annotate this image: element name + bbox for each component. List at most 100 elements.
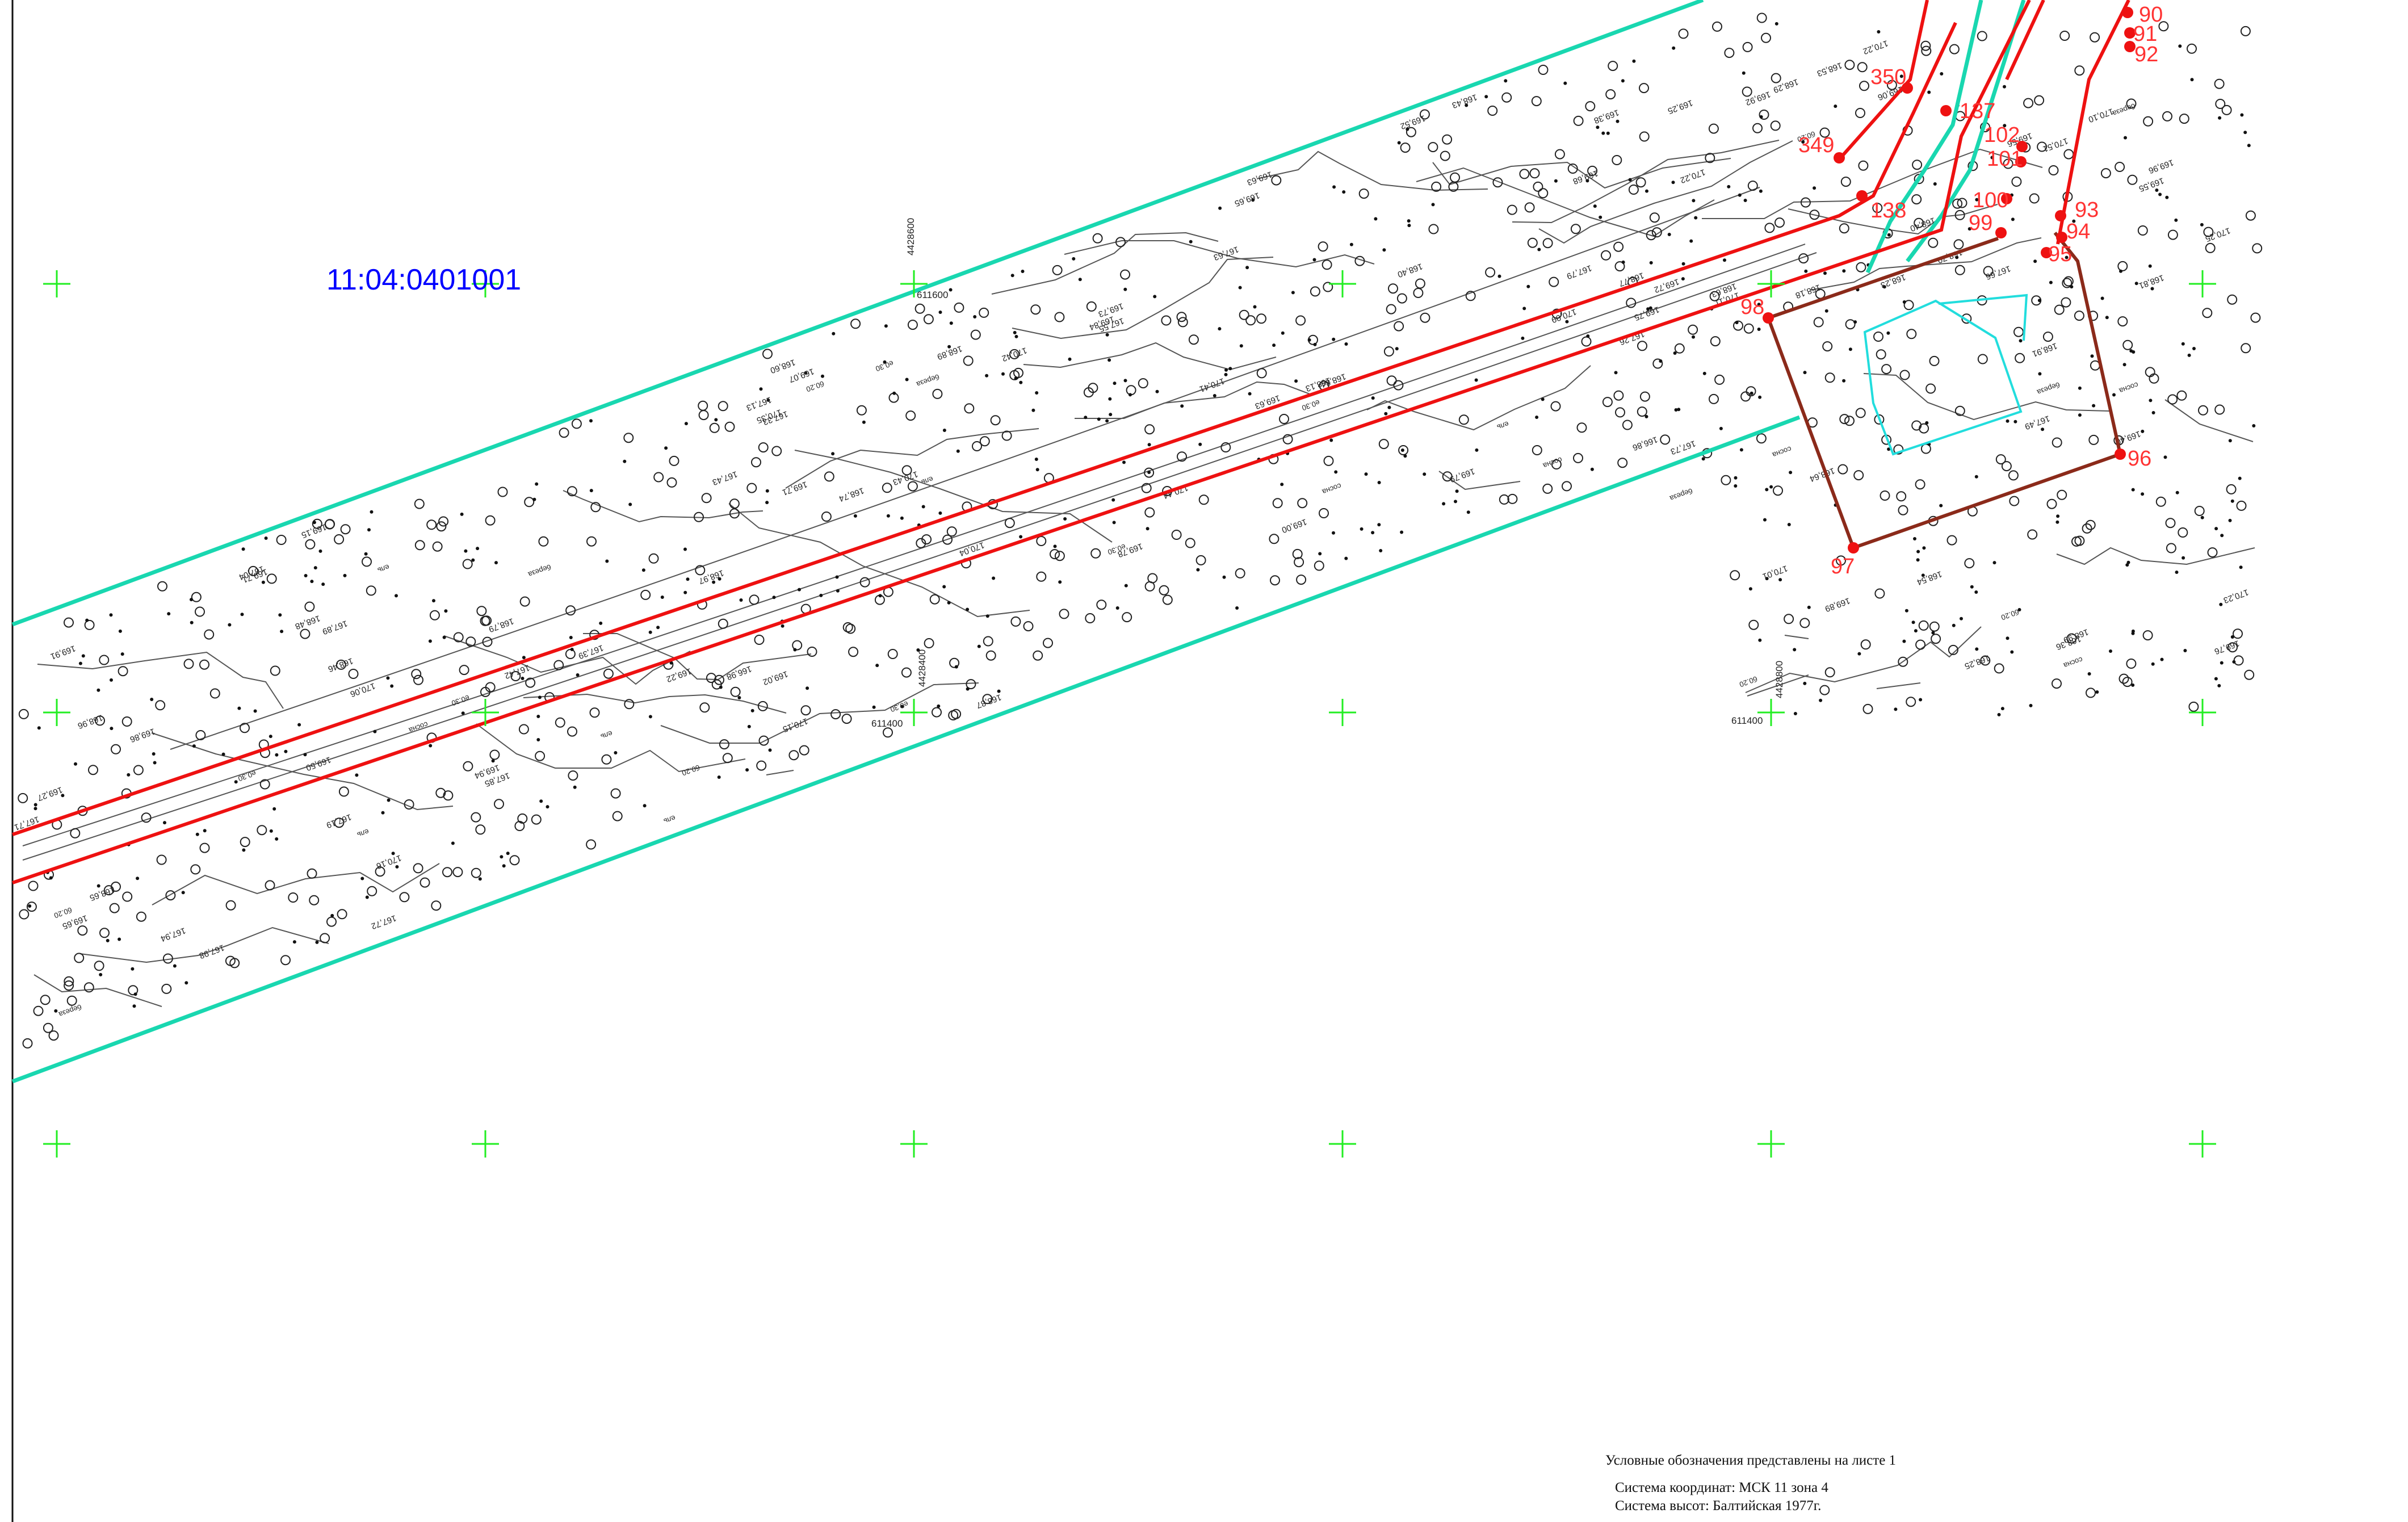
coordinate-system-note: Система координат: МСК 11 зона 4 [1615,1480,1828,1495]
tree-symbol [699,702,710,713]
survey-point [131,967,135,971]
survey-point [2019,339,2023,343]
survey-point [1902,300,1906,304]
tree-symbol [1542,483,1553,494]
tree-symbol [954,302,964,313]
tree-symbol [1733,320,1743,331]
tree-symbol [1838,464,1848,475]
trail-line [170,187,1760,750]
tree-symbol [1839,414,1850,425]
tree-symbol [590,502,601,513]
tree-symbol [1839,223,1849,234]
survey-point [522,656,526,660]
survey-point [284,749,288,753]
tree-symbol [1858,160,1869,171]
survey-point [1689,239,1693,243]
tree-symbol [2179,114,2189,124]
survey-point [303,753,307,757]
tree-symbol [792,640,803,651]
survey-point [1423,472,1427,476]
survey-point [1734,484,1738,488]
grid-cross [900,699,928,726]
tree-symbol [1918,620,1929,631]
survey-point [1645,189,1648,193]
tree-symbol [334,534,345,544]
survey-point [1291,291,1295,295]
survey-point [1955,255,1959,259]
survey-point [2178,44,2182,48]
survey-point [272,807,276,811]
survey-point [2131,683,2135,687]
tree-symbol [494,799,504,810]
survey-point [1484,95,1488,99]
survey-point [937,704,941,708]
survey-point [1235,606,1239,610]
grid-cross [472,1130,499,1158]
tree-symbol [348,669,359,679]
tree-symbol [514,821,525,831]
survey-point [750,708,754,712]
tree-symbol [979,307,989,318]
grid-cross [472,699,499,726]
survey-point [355,773,359,777]
survey-point [1058,580,1062,584]
tree-symbol [1271,175,1282,186]
survey-point [875,664,879,668]
tree-symbol [1639,131,1650,142]
contour-line [728,503,1030,618]
survey-point [2090,354,2094,358]
tree-symbol [1615,407,1625,418]
point-label: 99 [1969,211,1992,235]
survey-point [1466,510,1470,514]
survey-point [1113,381,1117,385]
tree-symbol [404,799,414,810]
tree-symbol [18,793,28,803]
survey-point [234,780,238,784]
tree-symbol [1083,387,1094,398]
survey-point [1769,485,1773,489]
tree-symbol [1756,12,1767,23]
contour-line [1012,257,1274,339]
tree-symbol [1915,479,1925,490]
survey-point [1823,271,1827,275]
survey-point [1035,468,1039,472]
tree-symbol [1115,237,1126,248]
tree-symbol [1954,265,1965,275]
tree-symbol [77,925,88,936]
survey-point [536,738,540,741]
survey-point [2151,411,2155,414]
survey-point [2175,571,2179,574]
tree-symbol [199,842,210,853]
survey-point [280,630,284,634]
survey-point [1990,156,1994,160]
tree-symbol [848,647,859,657]
tree-symbol [1177,451,1187,462]
tree-symbol [312,518,322,529]
survey-point [1031,408,1035,412]
contour-line [476,723,746,773]
survey-point [1344,342,1348,346]
tree-symbol [2205,242,2216,253]
tree-symbol [1709,291,1720,301]
tree-symbol [1195,555,1206,565]
survey-point [1763,518,1767,522]
grid-cross [43,1130,70,1158]
survey-point [2230,499,2234,503]
survey-point [28,904,32,908]
survey-point [2017,608,2021,611]
tree-symbol [453,632,464,643]
survey-point [2200,515,2204,519]
tree-symbol [914,303,925,314]
tree-symbol [1705,153,1715,163]
survey-point [2228,439,2232,443]
survey-point [1454,500,1457,504]
survey-point [1349,242,1353,246]
survey-point [2006,636,2010,640]
survey-point [1787,523,1791,526]
tree-symbol [195,606,205,617]
contour-line [563,490,763,523]
survey-point [1068,357,1072,361]
survey-point [683,590,687,594]
survey-point [1465,103,1469,107]
survey-point [1853,320,1857,324]
